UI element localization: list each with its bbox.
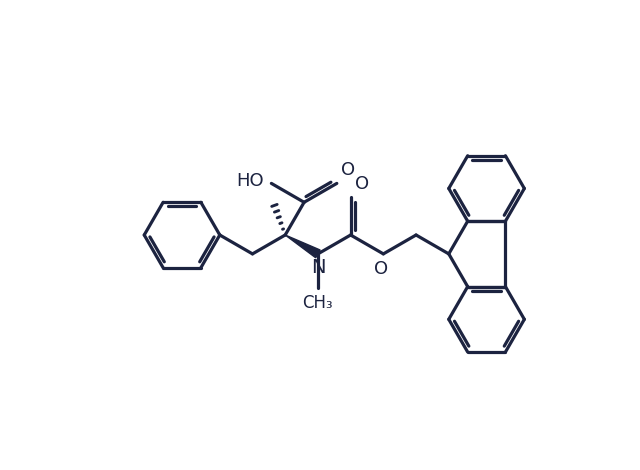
Polygon shape [285,235,320,258]
Text: O: O [340,161,355,180]
Text: N: N [310,258,325,277]
Text: O: O [374,260,388,278]
Text: O: O [355,175,369,193]
Text: HO: HO [236,172,264,190]
Text: CH₃: CH₃ [303,294,333,312]
